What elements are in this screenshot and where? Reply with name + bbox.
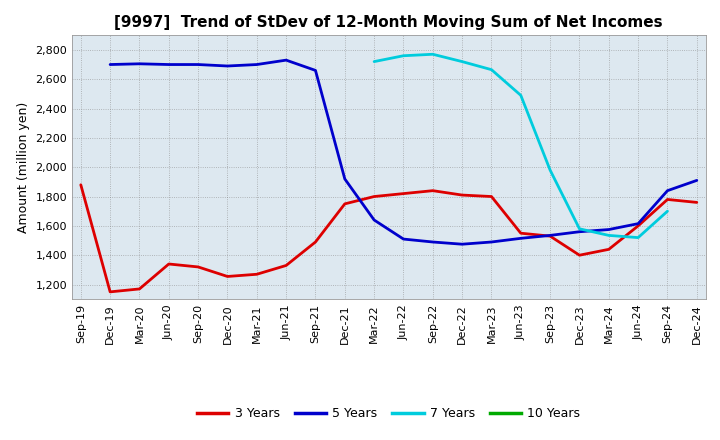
5 Years (399, 236, 408, 242)
Title: [9997]  Trend of StDev of 12-Month Moving Sum of Net Incomes: [9997] Trend of StDev of 12-Month Moving… (114, 15, 663, 30)
5 Years (341, 176, 349, 182)
3 Years (164, 261, 173, 267)
5 Years (223, 63, 232, 69)
5 Years (458, 242, 467, 247)
5 Years (164, 62, 173, 67)
5 Years (546, 233, 554, 238)
5 Years (693, 178, 701, 183)
5 Years (516, 236, 525, 241)
3 Years (223, 274, 232, 279)
3 Years (282, 263, 290, 268)
3 Years (106, 289, 114, 294)
7 Years (516, 93, 525, 98)
Line: 5 Years: 5 Years (110, 60, 697, 244)
5 Years (253, 62, 261, 67)
7 Years (458, 59, 467, 64)
3 Years (634, 223, 642, 228)
5 Years (575, 229, 584, 235)
5 Years (194, 62, 202, 67)
3 Years (693, 200, 701, 205)
5 Years (106, 62, 114, 67)
Line: 7 Years: 7 Years (374, 54, 667, 238)
5 Years (311, 68, 320, 73)
5 Years (135, 61, 144, 66)
3 Years (194, 264, 202, 270)
3 Years (253, 271, 261, 277)
3 Years (663, 197, 672, 202)
7 Years (605, 233, 613, 238)
3 Years (546, 234, 554, 239)
3 Years (399, 191, 408, 196)
7 Years (546, 168, 554, 173)
3 Years (428, 188, 437, 193)
7 Years (370, 59, 379, 64)
5 Years (634, 221, 642, 226)
3 Years (135, 286, 144, 292)
3 Years (516, 231, 525, 236)
Line: 3 Years: 3 Years (81, 185, 697, 292)
7 Years (428, 51, 437, 57)
7 Years (575, 226, 584, 231)
3 Years (487, 194, 496, 199)
5 Years (428, 239, 437, 245)
3 Years (341, 201, 349, 206)
7 Years (634, 235, 642, 240)
3 Years (605, 247, 613, 252)
3 Years (575, 253, 584, 258)
7 Years (663, 209, 672, 214)
Legend: 3 Years, 5 Years, 7 Years, 10 Years: 3 Years, 5 Years, 7 Years, 10 Years (192, 402, 585, 425)
5 Years (370, 217, 379, 223)
5 Years (487, 239, 496, 245)
5 Years (282, 58, 290, 63)
5 Years (663, 188, 672, 193)
5 Years (605, 227, 613, 232)
7 Years (399, 53, 408, 59)
3 Years (76, 182, 85, 187)
7 Years (487, 67, 496, 72)
3 Years (458, 192, 467, 198)
3 Years (370, 194, 379, 199)
3 Years (311, 239, 320, 245)
Y-axis label: Amount (million yen): Amount (million yen) (17, 102, 30, 233)
